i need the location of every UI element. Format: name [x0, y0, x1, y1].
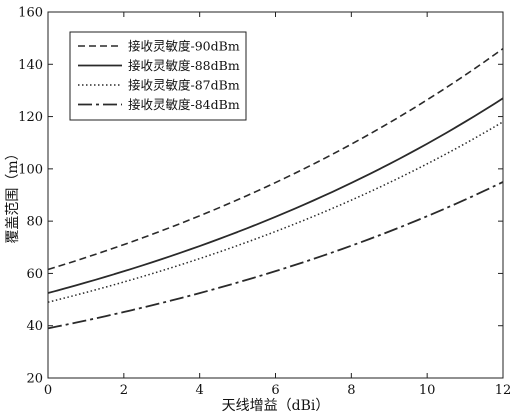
chart-series [47, 47, 504, 330]
y-tick-label: 80 [26, 215, 43, 230]
legend-label-1: 接收灵敏度-90dBm [128, 39, 240, 54]
y-axis-label: 覆盖范围（m） [4, 146, 21, 243]
chart-legend: 接收灵敏度-90dBm 接收灵敏度-88dBm 接收灵敏度-87dBm 接收灵敏度-8… [69, 31, 247, 121]
x-tick-label: 4 [196, 383, 204, 398]
x-tick-label: 6 [271, 383, 279, 398]
legend-label-4: 接收灵敏度-84dBm [128, 97, 240, 112]
series-line-1 [47, 47, 504, 271]
x-tick-label: 12 [495, 383, 512, 398]
y-tick-label: 20 [26, 372, 43, 387]
series-line-4 [47, 181, 504, 330]
series-line-3 [47, 121, 504, 303]
x-axis-label: 天线增益（dBi） [222, 398, 330, 414]
legend-label-3: 接收灵敏度-87dBm [128, 78, 240, 93]
x-tick-label: 8 [347, 383, 355, 398]
x-tick-label: 10 [419, 383, 436, 398]
y-tick-label: 60 [26, 267, 43, 282]
legend-label-2: 接收灵敏度-88dBm [128, 58, 240, 73]
x-tick-label: 2 [120, 383, 128, 398]
y-tick-label: 160 [18, 6, 43, 21]
legend-box [69, 31, 247, 121]
axis-ticks: 0 2 4 6 8 10 12 20 40 60 80 100 120 140 160 [18, 6, 511, 399]
x-tick-label: 0 [44, 383, 52, 398]
y-tick-label: 40 [26, 319, 43, 334]
y-tick-label: 100 [18, 162, 43, 177]
y-tick-label: 140 [18, 58, 43, 73]
y-tick-label: 120 [18, 110, 43, 125]
series-line-2 [47, 97, 504, 294]
